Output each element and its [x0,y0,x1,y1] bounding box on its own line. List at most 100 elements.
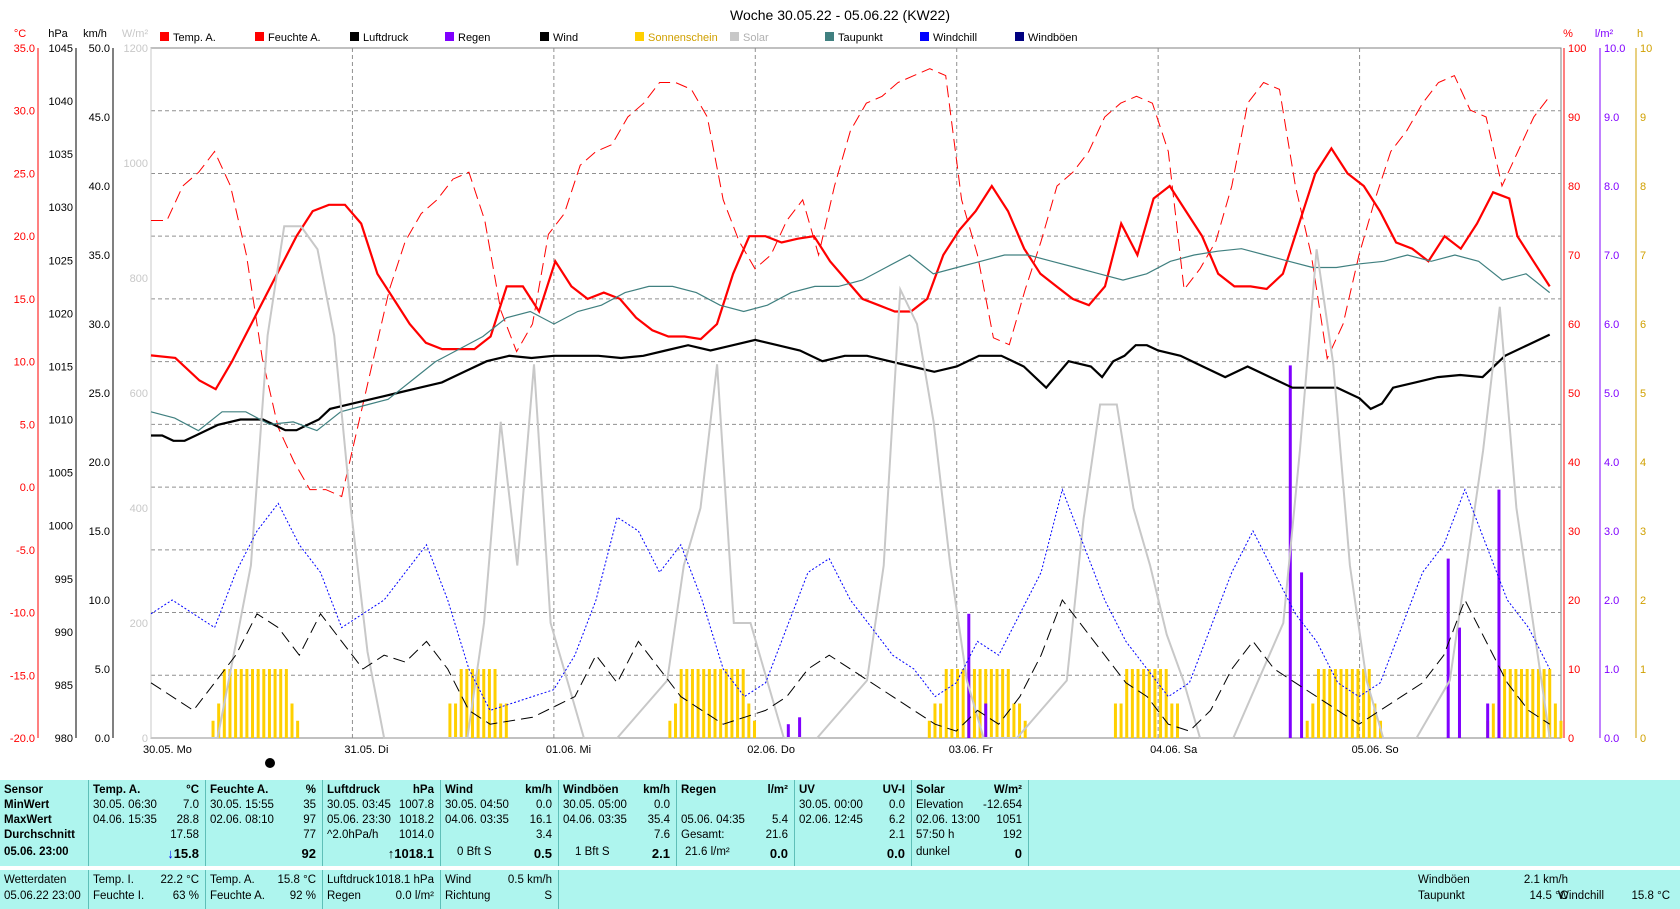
sunshine-bar [724,669,728,738]
tick-label-solar: 400 [130,503,148,515]
sunshine-bar [279,669,283,738]
legend-swatch [825,32,834,41]
sunshine-bar [487,669,491,738]
tick-label-sun: 10 [1640,43,1652,55]
sunshine-bar [1508,669,1512,738]
x-tick-label: 05.06. So [1352,744,1399,756]
legend-label: Sonnenschein [648,32,718,44]
tick-label-rain: 6.0 [1604,319,1619,331]
tick-label-pressure: 1005 [49,468,73,480]
legend-label: Regen [458,32,490,44]
sunshine-bar [696,669,700,738]
sunshine-bar [1153,669,1157,738]
tick-label-solar: 0 [142,733,148,745]
sunshine-bar [217,703,221,738]
sunshine-bar [1339,669,1343,738]
statistics-panel: Sensor MinWert MaxWert Durchschnitt 05.0… [0,780,1680,866]
sunshine-bar [989,669,993,738]
tick-label-temp: 5.0 [20,419,35,431]
tick-label-wind: 10.0 [89,595,110,607]
tick-label-humidity: 0 [1568,733,1574,745]
series-line-solar [151,225,1551,739]
rain-bar [984,703,988,738]
tick-label-humidity: 60 [1568,319,1580,331]
legend-label: Taupunkt [838,32,883,44]
sunshine-bar [978,669,982,738]
sunshine-bar [752,720,756,738]
tick-label-rain: 2.0 [1604,595,1619,607]
sunshine-bar [267,669,271,738]
sunshine-bar [1520,669,1524,738]
stats-wind-col: Wind km/h 30.05. 04:50 0.0 04.06. 03:35 16.… [441,780,559,866]
sunshine-bar [933,703,937,738]
grid [151,48,1561,738]
sunshine-bar [707,669,711,738]
legend-swatch [445,32,454,41]
rain-bar [1300,572,1304,738]
sunshine-bar [674,703,678,738]
sunshine-bar [736,669,740,738]
sunshine-bar [290,703,294,738]
sunshine-bar [1514,669,1518,738]
sunshine-bar [1536,669,1540,738]
tick-label-wind: 50.0 [89,43,110,55]
sunshine-bar [730,669,734,738]
stats-pressure-col: Luftdruck hPa 30.05. 03:45 1007.8 05.06. 2… [323,780,441,866]
sunshine-bar [1305,720,1309,738]
moon-icon [265,758,275,768]
tick-label-rain: 10.0 [1604,43,1625,55]
sunshine-bar [1333,669,1337,738]
sunshine-bar [1525,669,1529,738]
status-pressure-rain: Luftdruck 1018.1 hPa Regen 0.0 l/m² [323,870,441,909]
sunshine-bar [493,669,497,738]
sunshine-bar [1113,703,1117,738]
rain-bar [798,717,802,738]
sunshine-bar [228,669,232,738]
x-tick-label: 03.06. Fr [949,744,993,756]
stats-sensor-col: Sensor MinWert MaxWert Durchschnitt 05.0… [0,780,89,866]
sunshine-bar [1322,669,1326,738]
sunshine-bar [1147,669,1151,738]
series-line-windb-en [150,487,1551,712]
unit-label: km/h [83,28,107,40]
tick-label-temp: 0.0 [20,482,35,494]
tick-label-rain: 5.0 [1604,388,1619,400]
series-line-feuchte-a- [151,68,1551,498]
tick-label-sun: 7 [1640,250,1646,262]
tick-label-sun: 4 [1640,457,1646,469]
tick-label-sun: 6 [1640,319,1646,331]
x-axis-labels: 30.05. Mo 31.05. Di 01.06. Mi 02.06. Do 03.0… [143,744,1399,756]
sunshine-bar [256,669,260,738]
legend-swatch [730,32,739,41]
tick-label-humidity: 50 [1568,388,1580,400]
legend-swatch [635,32,644,41]
sunshine-bar [504,703,508,738]
sunshine-bar [1548,669,1552,738]
tick-label-wind: 25.0 [89,388,110,400]
tick-label-temp: 20.0 [14,231,35,243]
tick-label-temp: -10.0 [10,608,35,620]
legend-swatch [255,32,264,41]
sunshine-bar [1130,669,1134,738]
tick-label-pressure: 1045 [49,43,73,55]
sunshine-bar [1170,703,1174,738]
rain-bar [1457,627,1461,738]
axes: 35.030.025.020.015.010.05.00.0-5.0-10.0-… [10,43,1652,745]
sunshine-bar [1328,669,1332,738]
sunshine-bar [262,669,266,738]
sunshine-bar [1018,703,1022,738]
stats-uv-col: UV UV-I 30.05. 00:00 0.0 02.06. 12:45 6.2 2… [795,780,912,866]
tick-label-rain: 8.0 [1604,181,1619,193]
plot-area [150,47,1562,739]
sunshine-bar [499,703,503,738]
tick-label-pressure: 1010 [49,415,73,427]
sunshine-bar [448,703,452,738]
sunshine-bar [939,703,943,738]
legend-label: Wind [553,32,578,44]
tick-label-wind: 0.0 [95,733,110,745]
legend-label: Solar [743,32,769,44]
status-title: Wetterdaten 05.06.22 23:00 [0,870,89,909]
sunshine-bar [961,669,965,738]
tick-label-humidity: 100 [1568,43,1586,55]
tick-label-temp: 25.0 [14,168,35,180]
